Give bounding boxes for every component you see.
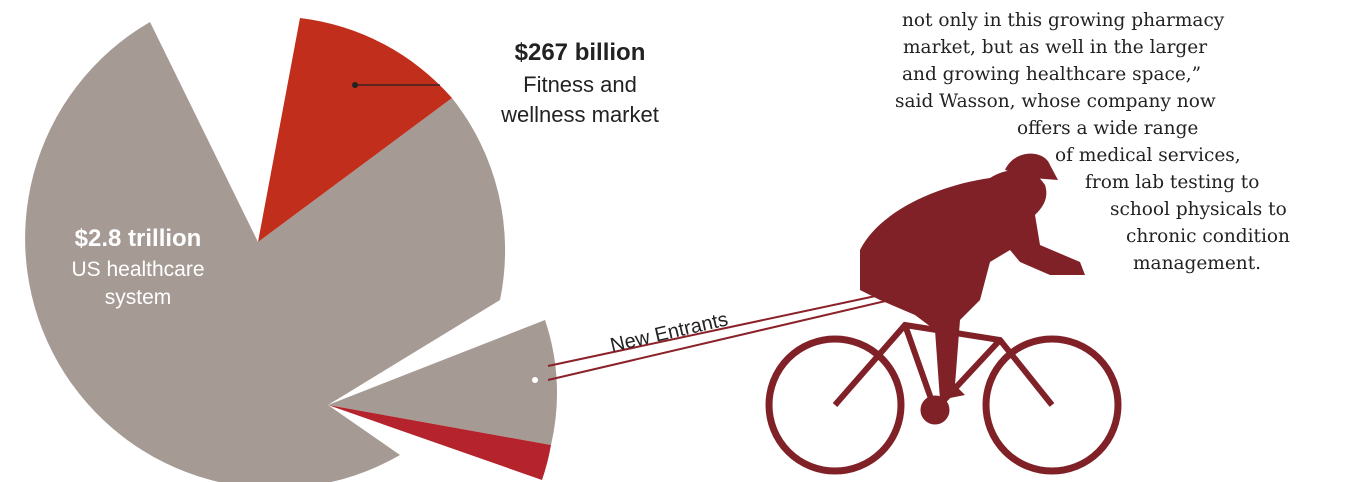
amount: $2.8 trillion [75, 225, 202, 252]
page: New Entrants $267 billion Fitness and we… [0, 0, 1348, 482]
amount: $267 billion [515, 39, 646, 66]
quote-line: and growing healthcare space,” [902, 64, 1201, 85]
quote-line: market, but as well in the larger [903, 37, 1207, 58]
quote-line: offers a wide range [1017, 118, 1198, 139]
quote-line: said Wasson, whose company now [895, 91, 1216, 112]
quote-line: school physicals to [1110, 199, 1287, 220]
quote-line: chronic condition [1126, 226, 1290, 247]
label: Fitness and [523, 72, 637, 97]
quote-line: management. [1133, 253, 1261, 274]
infographic: New Entrants $267 billion Fitness and we… [0, 0, 1348, 482]
quote-line: of medical services, [1055, 145, 1241, 166]
cyclist [769, 154, 1118, 471]
label: system [105, 286, 172, 309]
annotation: New Entrants [608, 308, 730, 356]
quote-line: not only in this growing pharmacy [902, 10, 1225, 31]
pointer-dot [532, 377, 538, 383]
label: US healthcare [71, 258, 204, 281]
quote-line: from lab testing to [1085, 172, 1259, 193]
label: wellness market [500, 102, 659, 127]
